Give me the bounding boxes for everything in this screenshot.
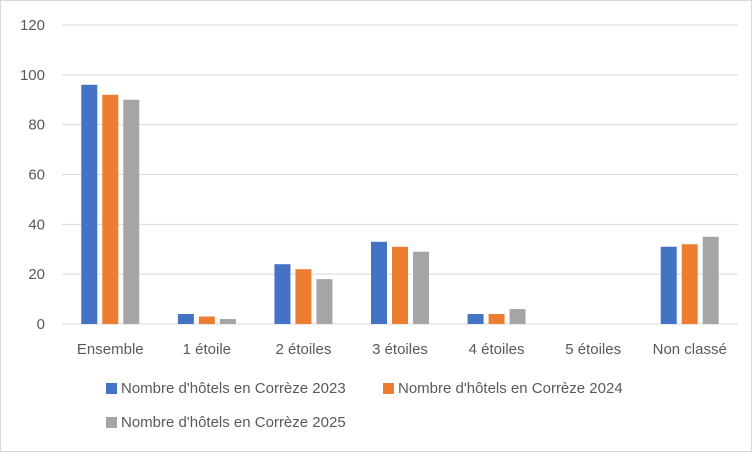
legend-swatch-2024 xyxy=(383,383,394,394)
bar-2-2 xyxy=(295,269,312,324)
x-tick-label: Ensemble xyxy=(77,341,144,358)
bar-3-1 xyxy=(219,319,236,324)
bar-3-0 xyxy=(123,99,140,324)
x-tick-label: 4 étoiles xyxy=(469,341,525,358)
y-tick-label: 0 xyxy=(37,316,45,333)
bar-1-2 xyxy=(274,264,291,324)
legend-label-2025: Nombre d'hôtels en Corrèze 2025 xyxy=(121,414,346,431)
bar-1-6 xyxy=(660,246,677,324)
bar-2-0 xyxy=(102,94,119,325)
bar-1-4 xyxy=(467,314,484,324)
legend-swatch-2025 xyxy=(106,417,117,428)
bar-1-3 xyxy=(371,241,387,324)
legend-label-2024: Nombre d'hôtels en Corrèze 2024 xyxy=(398,380,623,397)
x-tick-label: 3 étoiles xyxy=(372,341,428,358)
y-tick-label: 120 xyxy=(20,17,45,34)
bar-3-2 xyxy=(316,279,333,324)
y-tick-label: 60 xyxy=(28,167,45,184)
bar-2-3 xyxy=(392,246,408,324)
y-tick-label: 40 xyxy=(28,216,45,233)
x-tick-label: 5 étoiles xyxy=(565,341,621,358)
legend-item-2025: Nombre d'hôtels en Corrèze 2025 xyxy=(106,414,346,431)
bar-1-1 xyxy=(177,314,194,324)
bar-2-6 xyxy=(681,244,698,324)
legend-label-2023: Nombre d'hôtels en Corrèze 2023 xyxy=(121,380,346,397)
y-tick-label: 100 xyxy=(20,67,45,84)
legend-item-2023: Nombre d'hôtels en Corrèze 2023 xyxy=(106,380,346,397)
legend-item-2024: Nombre d'hôtels en Corrèze 2024 xyxy=(383,380,623,397)
y-tick-label: 20 xyxy=(28,266,45,283)
bar-2-1 xyxy=(198,316,215,324)
bar-3-3 xyxy=(413,251,429,324)
bar-chart: 0 20 40 60 80 100 120 Ensemble 1 étoile 2 étoiles… xyxy=(20,17,738,358)
legend-swatch-2023 xyxy=(106,383,117,394)
bar-1-0 xyxy=(81,84,98,324)
bar-3-4 xyxy=(509,309,526,324)
x-tick-label: Non classé xyxy=(653,341,727,358)
x-tick-label: 1 étoile xyxy=(183,341,231,358)
y-tick-label: 80 xyxy=(28,117,45,134)
x-tick-label: 2 étoiles xyxy=(275,341,331,358)
bar-2-4 xyxy=(488,314,505,324)
bar-3-6 xyxy=(702,236,719,324)
